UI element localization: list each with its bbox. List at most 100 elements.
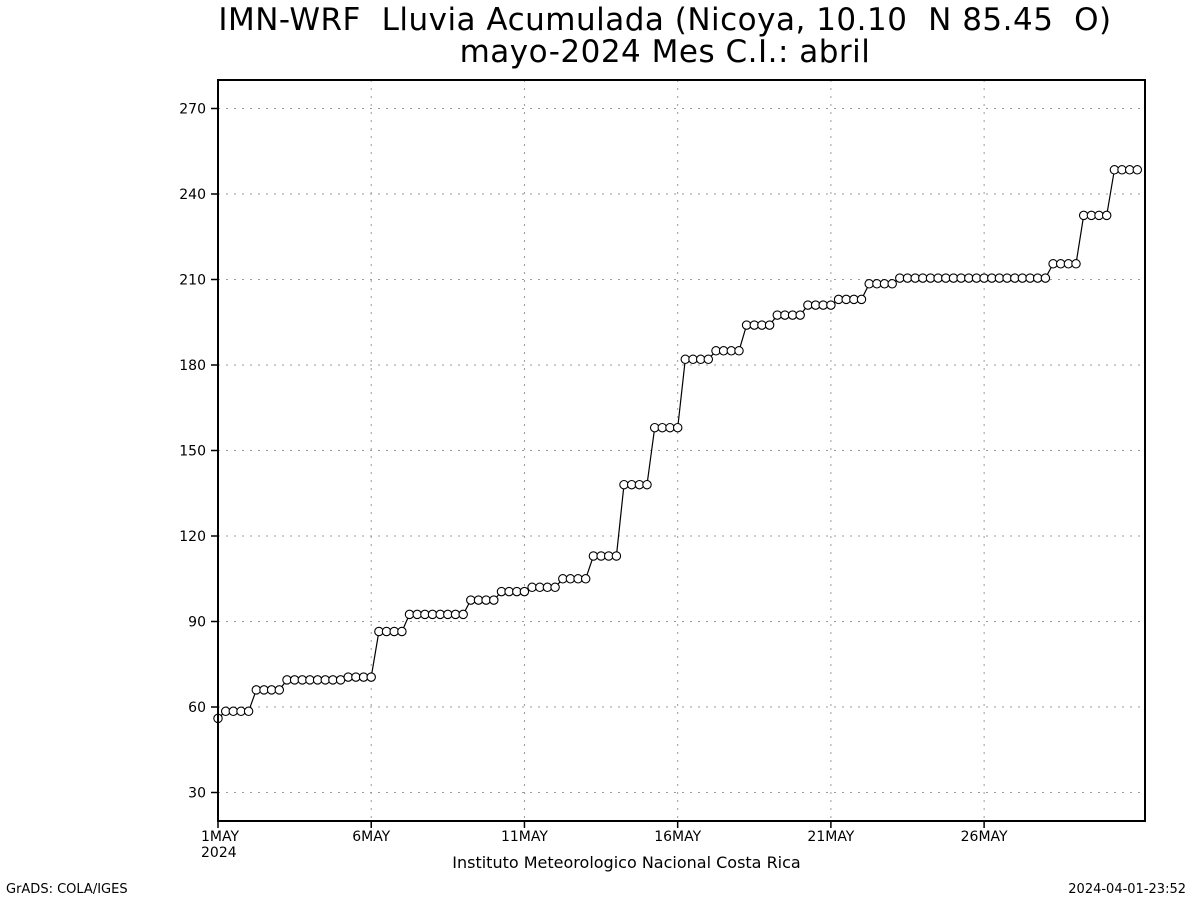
- data-point: [1094, 210, 1104, 221]
- data-point: [918, 273, 928, 283]
- data-point: [565, 574, 576, 584]
- data-point: [895, 273, 905, 283]
- data-point: [703, 354, 714, 365]
- data-point: [466, 595, 476, 605]
- data-point: [550, 582, 560, 593]
- data-point: [542, 582, 553, 593]
- data-point: [826, 300, 836, 310]
- footer-software-label: GrADS: COLA/IGES: [6, 882, 128, 897]
- data-point: [665, 422, 675, 433]
- data-point: [657, 422, 668, 433]
- data-point: [956, 273, 966, 283]
- data-point: [726, 346, 737, 356]
- data-point: [642, 479, 652, 490]
- y-tick-label: 270: [179, 102, 206, 118]
- grid-lines: [218, 80, 1145, 821]
- data-point: [312, 675, 323, 685]
- plot-frame: [217, 79, 1146, 822]
- data-point: [1055, 259, 1066, 269]
- data-point: [305, 675, 315, 685]
- x-tick-label: 16MAY: [654, 829, 701, 845]
- x-tick-label: 26MAY: [961, 829, 1008, 845]
- data-point: [243, 706, 254, 717]
- data-point: [879, 279, 890, 289]
- data-point: [328, 675, 338, 685]
- data-point: [887, 279, 897, 289]
- data-point: [450, 609, 461, 620]
- data-point: [289, 675, 300, 685]
- data-point: [818, 300, 828, 310]
- y-tick-label: 240: [179, 187, 206, 203]
- chart-subtitle: mayo-2024 Mes C.I.: abril: [459, 34, 871, 70]
- series-line: [217, 169, 1138, 719]
- data-point: [764, 320, 775, 330]
- data-point: [1040, 273, 1051, 283]
- data-point: [619, 479, 629, 490]
- y-tick-label: 90: [188, 615, 206, 631]
- data-point: [504, 586, 514, 597]
- data-point: [266, 685, 277, 695]
- data-point: [803, 300, 813, 310]
- data-point: [381, 626, 392, 637]
- data-point: [979, 273, 989, 283]
- data-point: [458, 609, 468, 620]
- data-point: [718, 346, 729, 356]
- y-tick-label: 150: [179, 444, 206, 460]
- y-axis: 30 60 90 120 150 180 210 240 270: [179, 102, 218, 802]
- data-point: [404, 609, 415, 620]
- chart-title: IMN-WRF Lluvia Acumulada (Nicoya, 10.10 …: [218, 2, 1112, 38]
- data-point: [366, 672, 376, 682]
- data-point: [489, 595, 499, 605]
- y-tick-label: 210: [179, 273, 206, 289]
- data-point: [389, 626, 399, 637]
- data-point: [1078, 210, 1089, 221]
- data-point: [672, 422, 683, 433]
- data-point: [443, 609, 453, 620]
- data-point: [603, 551, 614, 561]
- data-point: [741, 320, 752, 330]
- y-tick-label: 120: [179, 529, 206, 545]
- data-point: [527, 582, 537, 593]
- data-point: [228, 706, 239, 717]
- data-point: [427, 609, 438, 620]
- data-point: [1002, 273, 1012, 283]
- data-point: [688, 354, 698, 365]
- x-tick-label: 1MAY: [201, 829, 239, 845]
- data-point: [933, 273, 943, 283]
- y-tick-label: 60: [188, 700, 206, 716]
- series-rain-accumulated: [213, 165, 1143, 724]
- data-point: [580, 574, 591, 584]
- x-tick-sublabel: 2024: [201, 845, 237, 861]
- x-tick-label: 21MAY: [807, 829, 854, 845]
- data-point: [941, 273, 951, 283]
- data-point: [343, 672, 353, 682]
- credit-label: Instituto Meteorologico Nacional Costa R…: [452, 853, 801, 872]
- y-tick-label: 30: [188, 786, 206, 802]
- data-point: [964, 273, 974, 283]
- data-point: [734, 346, 744, 356]
- data-point: [1032, 273, 1043, 283]
- data-point: [274, 685, 285, 695]
- data-point: [902, 273, 913, 283]
- data-point: [780, 310, 790, 320]
- y-tick-label: 180: [179, 358, 206, 374]
- data-point: [251, 685, 262, 695]
- data-point: [397, 626, 407, 637]
- data-point: [1017, 273, 1028, 283]
- x-tick-label: 11MAY: [501, 829, 548, 845]
- data-point: [841, 294, 851, 305]
- x-tick-label: 6MAY: [352, 829, 390, 845]
- data-point: [351, 672, 361, 682]
- data-point: [1101, 210, 1112, 221]
- data-point: [1132, 165, 1143, 175]
- data-point: [680, 354, 691, 365]
- data-point: [611, 551, 622, 561]
- data-point: [481, 595, 491, 605]
- data-point: [1117, 165, 1127, 175]
- data-point: [795, 310, 805, 320]
- data-point: [626, 479, 637, 490]
- data-point: [757, 320, 767, 330]
- data-point: [1071, 259, 1081, 269]
- data-point: [588, 551, 599, 561]
